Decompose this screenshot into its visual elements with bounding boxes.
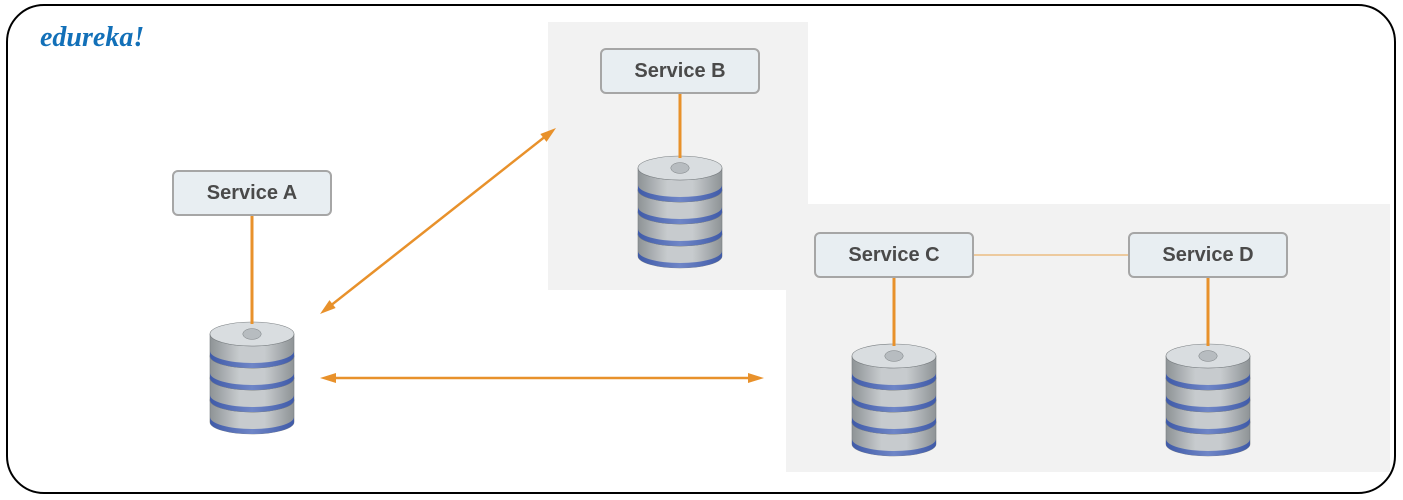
diagram-canvas: edureka! Service A Service B Service C Serv… bbox=[0, 0, 1403, 500]
brand-logo: edureka! bbox=[40, 22, 144, 54]
service-d-box: Service D bbox=[1128, 232, 1288, 278]
service-a-box: Service A bbox=[172, 170, 332, 216]
service-c-box: Service C bbox=[814, 232, 974, 278]
service-b-box: Service B bbox=[600, 48, 760, 94]
